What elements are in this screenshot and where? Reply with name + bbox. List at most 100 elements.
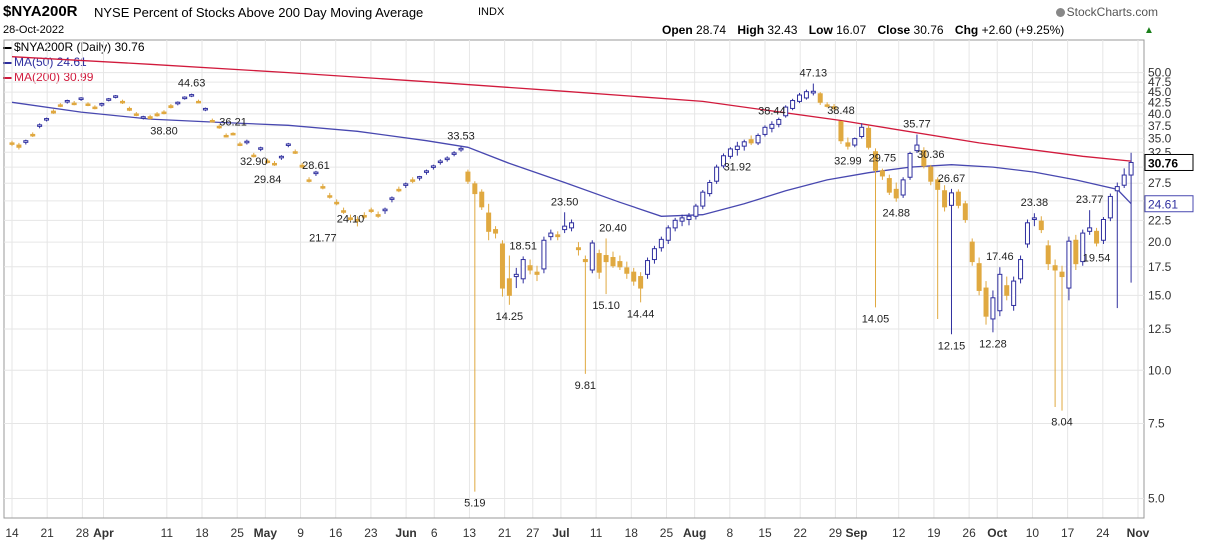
annotation-label: 9.81	[575, 380, 596, 392]
candle-up	[189, 94, 195, 97]
candle-down	[272, 162, 278, 166]
x-tick-label: 11	[161, 526, 174, 540]
candle-up	[679, 217, 685, 222]
annotation-label: 5.19	[464, 498, 485, 510]
candle-up	[797, 94, 803, 102]
candle-up	[990, 297, 996, 320]
x-tick-label: Nov	[1127, 526, 1150, 540]
candle-up	[1128, 161, 1134, 176]
candle-up	[430, 165, 436, 168]
y-tick-label: 20.0	[1148, 235, 1172, 249]
candle-up	[278, 155, 284, 159]
annotation-label: 32.99	[834, 156, 862, 168]
candle-down	[838, 120, 844, 142]
candle-up	[714, 166, 720, 182]
candle-up	[313, 171, 319, 175]
candle-down	[154, 113, 160, 117]
x-tick-label: Apr	[93, 526, 114, 540]
candle-down	[1038, 220, 1044, 231]
candle-up	[762, 126, 768, 135]
x-tick-label: Jul	[552, 526, 569, 540]
y-tick-label: 12.5	[1148, 322, 1172, 336]
change-value: +2.60 (+9.25%)	[981, 23, 1065, 37]
x-tick-label: 19	[927, 526, 941, 540]
brand-logo[interactable]: StockCharts.com	[1055, 5, 1158, 19]
y-tick-label: 35.0	[1148, 132, 1172, 146]
x-tick-label: 18	[625, 526, 639, 540]
candle-down	[942, 190, 948, 208]
ma50-value-box	[1144, 195, 1194, 213]
low-label: Low	[808, 23, 833, 37]
candle-down	[955, 191, 961, 206]
candle-up	[106, 98, 112, 101]
x-tick-label: 10	[1026, 526, 1040, 540]
annotation-label: 21.77	[309, 232, 337, 244]
candle-up	[140, 116, 146, 119]
candle-down	[824, 104, 830, 107]
legend-ma200: MA(200) 30.99	[3, 70, 145, 85]
candle-up	[23, 140, 29, 143]
y-tick-label: 42.5	[1148, 96, 1172, 110]
annotation-label: 15.10	[592, 300, 620, 312]
candle-down	[85, 103, 91, 106]
chart-header: $NYA200R NYSE Percent of Stocks Above 20…	[0, 0, 1206, 40]
candle-down	[631, 271, 637, 282]
candle-down	[327, 195, 333, 198]
annotation-label: 14.25	[496, 311, 524, 323]
candle-down	[935, 179, 941, 190]
candle-down	[465, 171, 471, 182]
candle-down	[251, 154, 257, 158]
candle-down	[976, 263, 982, 291]
candle-down	[486, 212, 492, 232]
annotation-label: 33.53	[447, 131, 475, 143]
candle-down	[133, 113, 139, 116]
symbol-title: $NYA200R	[3, 3, 78, 20]
x-tick-label: 11	[590, 526, 603, 540]
candle-up	[721, 155, 727, 167]
annotation-label: 26.67	[938, 173, 966, 185]
annotation-label: 35.77	[903, 119, 931, 131]
x-tick-label: 12	[892, 526, 906, 540]
candle-down	[216, 125, 222, 129]
annotation-label: 32.90	[240, 156, 268, 168]
candle-down	[928, 166, 934, 182]
x-tick-label: 8	[726, 526, 733, 540]
candle-up	[64, 100, 70, 103]
candle-down	[817, 93, 823, 103]
candle-up	[417, 176, 423, 179]
candle-down	[1052, 265, 1058, 271]
candle-up	[672, 219, 678, 229]
candle-up	[755, 134, 761, 144]
annotation-label: 29.84	[254, 174, 282, 186]
x-tick-label: 26	[962, 526, 976, 540]
y-tick-label: 50.0	[1148, 66, 1172, 80]
candle-down	[92, 106, 98, 110]
candle-up	[437, 160, 443, 164]
candle-down	[265, 160, 271, 164]
candle-down	[610, 257, 616, 267]
y-tick-label: 40.0	[1148, 107, 1172, 121]
legend-main: $NYA200R (Daily) 30.76	[3, 40, 145, 55]
candle-up	[541, 239, 547, 270]
candle-down	[375, 214, 381, 217]
candle-up	[548, 232, 554, 238]
candle-up	[948, 192, 954, 206]
candle-down	[230, 132, 236, 136]
candle-up	[783, 106, 789, 117]
candle-down	[16, 144, 22, 148]
candle-up	[741, 141, 747, 147]
candle-down	[347, 217, 353, 220]
annotation-label: 23.77	[1076, 194, 1104, 206]
ma50-value-label: 24.61	[1148, 198, 1178, 212]
x-tick-label: 21	[498, 526, 512, 540]
candle-down	[845, 142, 851, 147]
candle-up	[651, 248, 657, 261]
candle-up	[1080, 232, 1086, 263]
x-tick-label: 25	[231, 526, 245, 540]
legend-swatch-main	[3, 46, 12, 49]
y-tick-label: 5.0	[1148, 492, 1165, 506]
candle-up	[458, 147, 464, 151]
candle-up	[734, 145, 740, 150]
x-tick-label: 21	[41, 526, 55, 540]
